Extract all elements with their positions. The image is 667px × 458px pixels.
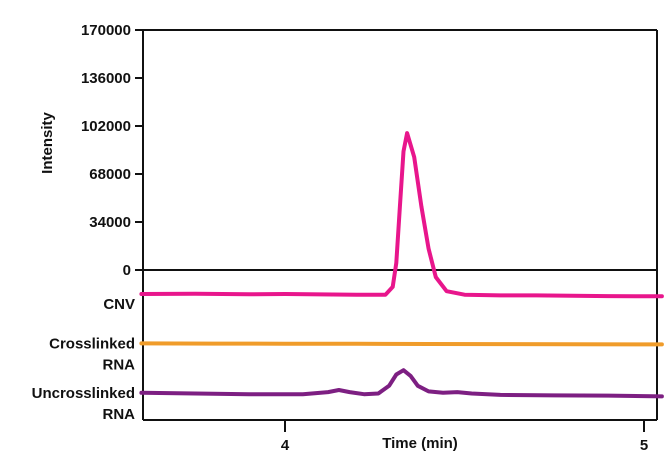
y-axis-title: Intensity: [39, 112, 56, 174]
y-tick-label: 136000: [81, 70, 131, 87]
plot-frame: [142, 29, 658, 421]
y-tick-label: 170000: [81, 22, 131, 39]
y-axis: 0 34000 68000 102000 136000 170000: [81, 22, 143, 279]
series-label-crosslinked-rna: RNA: [103, 356, 136, 373]
series-label-uncrosslinked-rna: RNA: [103, 406, 136, 423]
y-tick-label: 0: [123, 262, 131, 279]
y-tick-label: 34000: [89, 214, 131, 231]
y-tick-label: 68000: [89, 166, 131, 183]
series-label-cnv: CNV: [103, 296, 135, 313]
series-label-uncrosslinked-rna: Uncrosslinked: [32, 385, 135, 402]
series-layer: [139, 131, 664, 399]
trace-labels: CNV Crosslinked RNA Uncrosslinked RNA: [32, 296, 136, 423]
x-tick-label: 4: [281, 437, 290, 454]
x-axis-title: Time (min): [382, 435, 458, 452]
series-cnv-line: [139, 131, 664, 299]
series-label-crosslinked-rna: Crosslinked: [49, 335, 135, 352]
x-tick-label: 5: [640, 437, 648, 454]
series-uncrosslinked-rna-line: [139, 368, 664, 399]
series-crosslinked-rna-line: [139, 341, 664, 347]
y-tick-label: 102000: [81, 118, 131, 135]
